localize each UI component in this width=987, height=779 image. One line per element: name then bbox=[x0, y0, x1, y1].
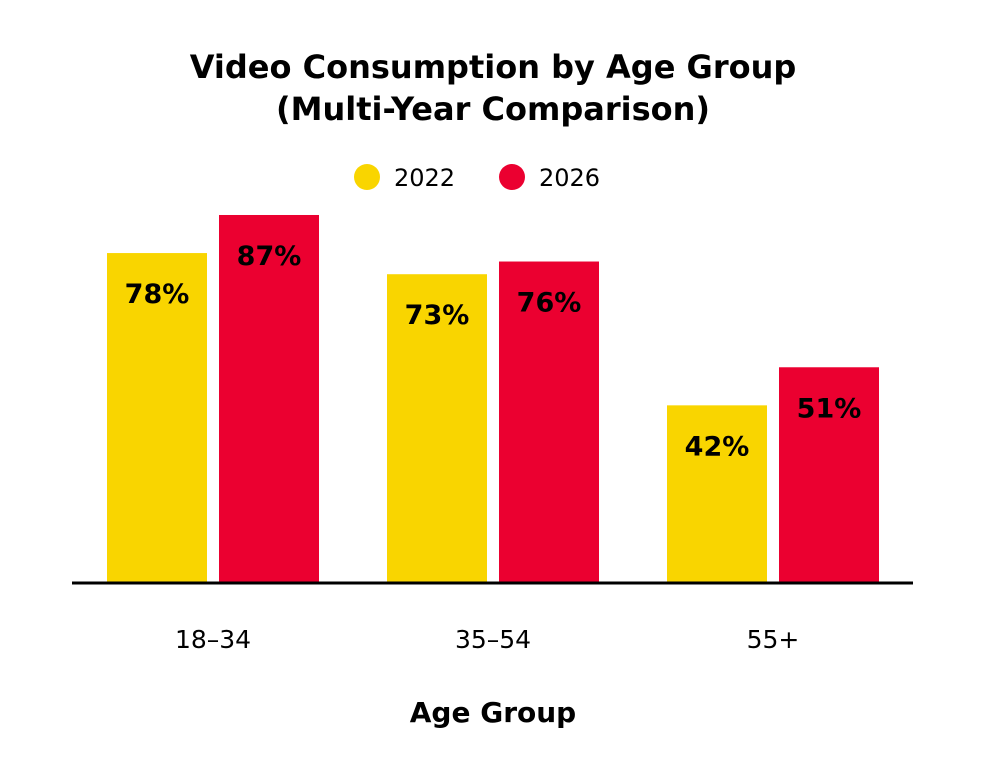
bar-2022-2 bbox=[387, 274, 487, 583]
bar-2026-2 bbox=[499, 261, 599, 583]
bars-group bbox=[107, 214, 879, 584]
value-label-2022-1: 78% bbox=[125, 279, 190, 310]
x-tick-labels: 18–34 35–54 55+ bbox=[175, 625, 799, 654]
value-labels-group: 78% 87% 73% 76% 42% 51% bbox=[125, 241, 862, 462]
value-label-2022-3: 42% bbox=[685, 431, 750, 462]
value-label-2026-3: 51% bbox=[797, 393, 862, 424]
legend-marker-2026 bbox=[499, 164, 525, 190]
x-tick-label-3: 55+ bbox=[747, 625, 800, 654]
bar-2026-3 bbox=[779, 367, 879, 583]
legend-marker-2022 bbox=[354, 164, 380, 190]
bar-2026-1 bbox=[219, 214, 319, 584]
chart-title-line-1: Video Consumption by Age Group bbox=[190, 48, 797, 86]
chart-title-line-2: (Multi-Year Comparison) bbox=[276, 90, 710, 128]
value-label-2026-1: 87% bbox=[237, 241, 302, 272]
legend-label-2026: 2026 bbox=[539, 164, 600, 192]
legend: 2022 2026 bbox=[354, 164, 600, 192]
bar-2022-3 bbox=[667, 405, 767, 583]
x-axis-title: Age Group bbox=[410, 696, 576, 729]
x-tick-label-2: 35–54 bbox=[455, 625, 531, 654]
value-label-2026-2: 76% bbox=[517, 288, 582, 319]
x-tick-label-1: 18–34 bbox=[175, 625, 251, 654]
value-label-2022-2: 73% bbox=[405, 300, 470, 331]
bar-2022-1 bbox=[107, 253, 207, 583]
legend-label-2022: 2022 bbox=[394, 164, 455, 192]
